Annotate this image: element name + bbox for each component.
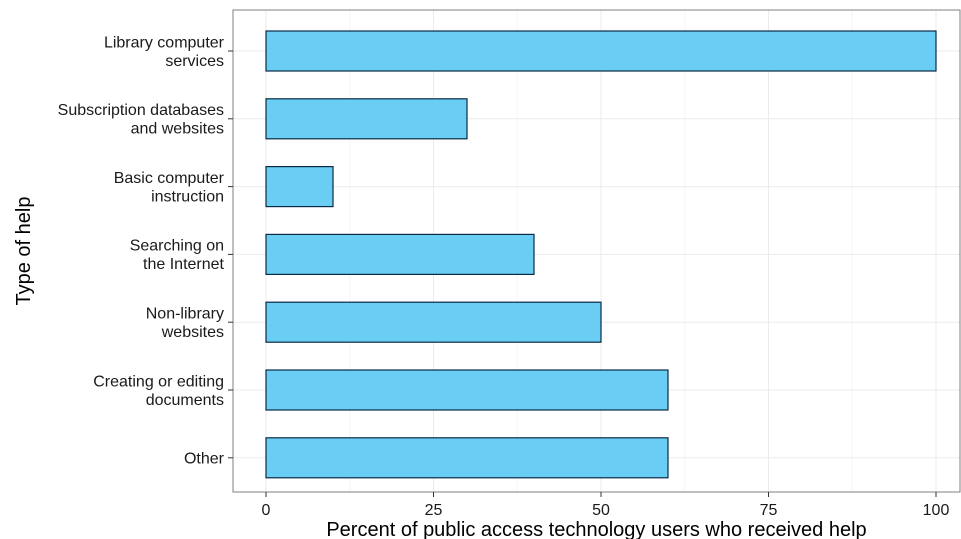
bar bbox=[265, 233, 535, 275]
bar bbox=[265, 437, 669, 479]
y-tick-label: instruction bbox=[151, 188, 224, 205]
y-tick-label: the Internet bbox=[143, 256, 225, 273]
bar bbox=[265, 301, 602, 343]
x-tick-label: 75 bbox=[760, 502, 778, 519]
x-axis-title: Percent of public access technology user… bbox=[326, 519, 866, 539]
y-tick-label: Basic computer bbox=[114, 170, 225, 187]
bars bbox=[265, 30, 937, 479]
bar bbox=[265, 369, 669, 411]
y-tick-label: services bbox=[165, 53, 224, 70]
y-tick-label: documents bbox=[146, 392, 224, 409]
y-tick-label: Searching on bbox=[130, 238, 224, 255]
bar bbox=[265, 98, 468, 140]
y-tick-label: Non-library bbox=[146, 305, 224, 322]
y-axis-title: Type of help bbox=[13, 197, 35, 306]
bar bbox=[265, 166, 334, 208]
plot-panel-border bbox=[232, 9, 961, 493]
x-tick-label: 50 bbox=[592, 502, 610, 519]
y-tick-label: Library computer bbox=[104, 34, 225, 51]
y-tick-label: websites bbox=[161, 324, 224, 341]
y-tick-label: Subscription databases bbox=[58, 102, 224, 119]
bar bbox=[265, 30, 937, 72]
x-axis: 0 25 50 75 100 bbox=[262, 492, 950, 519]
x-tick-label: 25 bbox=[425, 502, 443, 519]
y-tick-label: and websites bbox=[131, 121, 224, 138]
x-tick-label: 0 bbox=[262, 502, 271, 519]
x-tick-label: 100 bbox=[923, 502, 950, 519]
y-axis: Library computer services Subscription dat… bbox=[58, 34, 233, 467]
y-tick-label: Creating or editing bbox=[93, 373, 224, 390]
y-tick-label: Other bbox=[184, 450, 225, 467]
